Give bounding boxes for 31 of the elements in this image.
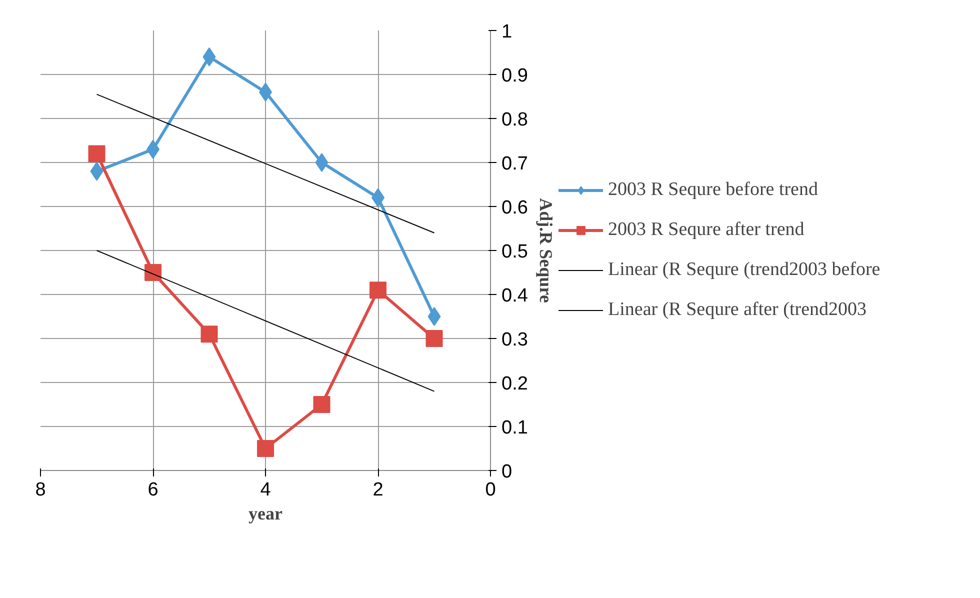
y-tick-label: 0.3 bbox=[502, 330, 528, 350]
legend-label: 2003 R Sequre after trend bbox=[608, 219, 804, 241]
y-tick-label: 0.4 bbox=[502, 286, 528, 306]
legend-label: Linear (R Sequre after (trend2003 bbox=[608, 299, 867, 321]
point bbox=[426, 330, 443, 347]
point bbox=[88, 145, 106, 162]
x-tick-label: 4 bbox=[260, 480, 272, 500]
point bbox=[257, 440, 274, 457]
x-tick-label: 0 bbox=[485, 480, 496, 500]
y-axis-title: Adj.R Sequre bbox=[536, 198, 556, 303]
y-tick-label: 0.7 bbox=[502, 154, 528, 174]
y-tick-label: 0.5 bbox=[502, 242, 528, 262]
y-tick-label: 0.6 bbox=[502, 198, 528, 218]
point bbox=[313, 396, 330, 413]
y-tick-label: 0.8 bbox=[502, 110, 528, 130]
point bbox=[200, 326, 218, 343]
legend-label: Linear (R Sequre (trend2003 before bbox=[608, 259, 880, 281]
x-axis-title: year bbox=[248, 504, 282, 524]
point bbox=[144, 264, 162, 281]
x-tick-label: 6 bbox=[148, 480, 158, 500]
legend-label: 2003 R Sequre before trend bbox=[608, 179, 818, 201]
x-tick-label: 8 bbox=[35, 480, 46, 500]
point bbox=[315, 153, 328, 172]
point bbox=[428, 307, 441, 326]
point bbox=[370, 282, 386, 299]
y-tick-label: 1 bbox=[502, 22, 512, 42]
y-tick-label: 0.1 bbox=[502, 418, 528, 438]
x-tick-label: 2 bbox=[372, 480, 384, 500]
y-tick-label: 0 bbox=[502, 462, 512, 482]
y-tick-label: 0.2 bbox=[502, 374, 528, 394]
y-tick-label: 0.9 bbox=[502, 66, 528, 86]
